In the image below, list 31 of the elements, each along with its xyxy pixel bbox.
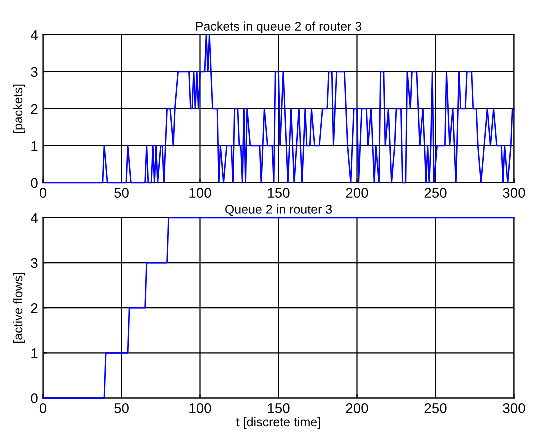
y-tick-label: 4 [30, 213, 38, 223]
x-tick-label: 0 [40, 403, 47, 414]
y-tick-label: 2 [31, 104, 38, 114]
chart-title: Queue 2 in router 3 [225, 204, 332, 216]
x-tick-label: 100 [190, 188, 212, 198]
chart-title: Packets in queue 2 of router 3 [196, 22, 362, 34]
x-tick-label: 250 [424, 403, 447, 414]
x-tick-label: 200 [346, 188, 368, 198]
y-axis-title: [packets] [13, 84, 26, 134]
y-tick-label: 3 [31, 258, 38, 268]
y-tick-label: 3 [31, 67, 38, 78]
x-tick-label: 100 [190, 403, 212, 414]
x-tick-label: 250 [424, 188, 447, 198]
x-tick-label: 300 [503, 403, 526, 414]
y-axis-title: [active flows] [13, 273, 26, 343]
x-tick-label: 150 [268, 403, 290, 414]
x-axis-title: t [discrete time] [236, 417, 320, 430]
x-tick-label: 50 [114, 188, 129, 198]
x-tick-label: 150 [268, 188, 290, 198]
y-tick-label: 0 [31, 178, 38, 188]
y-tick-label: 4 [30, 30, 38, 40]
x-tick-label: 200 [346, 403, 368, 414]
x-tick-label: 0 [40, 188, 47, 198]
y-tick-label: 1 [32, 141, 38, 151]
x-tick-label: 300 [503, 188, 526, 198]
y-tick-label: 0 [31, 394, 38, 404]
x-tick-label: 50 [114, 403, 129, 414]
line-series [42, 217, 515, 399]
y-tick-label: 2 [31, 303, 38, 314]
y-tick-label: 1 [32, 348, 38, 358]
line-series [42, 34, 515, 184]
